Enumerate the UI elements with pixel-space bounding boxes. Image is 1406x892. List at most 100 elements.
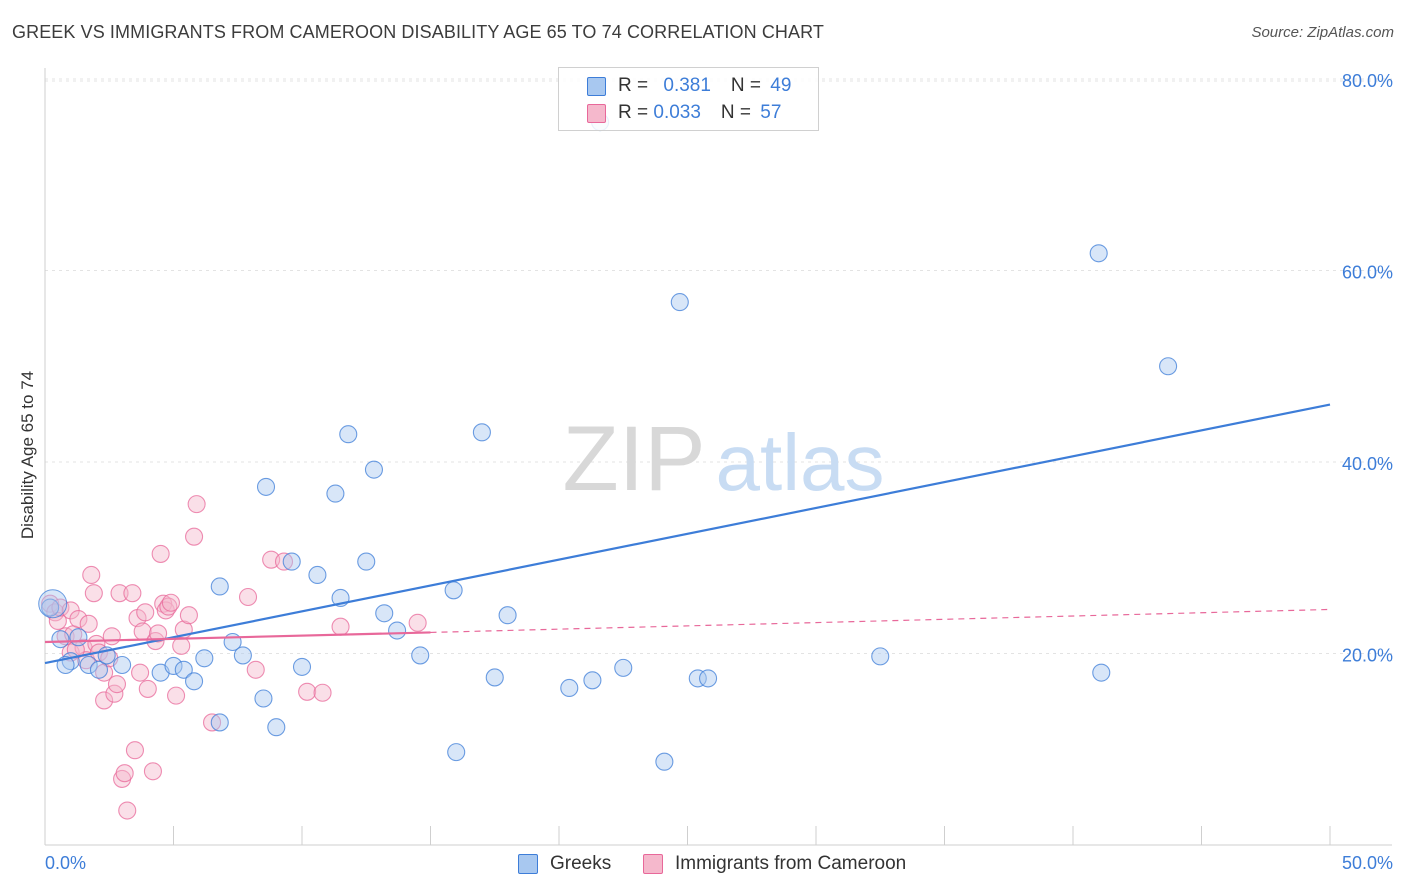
point-cameroon-53	[313, 683, 332, 702]
legend: R = 0.381 N = 49 R = 0.033 N = 57	[558, 67, 819, 131]
point-greeks-27	[388, 621, 407, 640]
y-tick-label-0: 20.0%	[1342, 646, 1393, 666]
chart-title: GREEK VS IMMIGRANTS FROM CAMEROON DISABI…	[12, 22, 824, 42]
point-greeks-31	[472, 423, 491, 442]
point-cameroon-31	[136, 603, 155, 622]
point-greeks-34	[560, 678, 579, 698]
legend-swatch-blue	[587, 76, 606, 96]
point-cameroon-47	[203, 713, 222, 732]
grid-lines	[45, 78, 1392, 654]
y-tick-label-3: 80.0%	[1342, 71, 1393, 91]
point-cameroon-16	[95, 663, 114, 682]
point-cameroon-46	[187, 495, 206, 514]
point-cameroon-45	[185, 527, 204, 546]
point-cameroon-11	[79, 614, 98, 633]
point-cameroon-12	[82, 565, 101, 585]
point-cameroon-55	[408, 613, 427, 632]
point-greeks-16	[256, 477, 276, 496]
point-greeks-17	[267, 718, 286, 737]
point-greeks-24	[357, 552, 376, 571]
point-cameroon-51	[274, 552, 294, 571]
trend-line-cameroon-extension	[430, 608, 1331, 634]
point-greeks-39	[670, 293, 689, 312]
point-greeks-29	[444, 581, 463, 600]
bottom-legend-swatch-pink	[643, 854, 663, 874]
bottom-legend-label-cameroon: Immigrants from Cameroon	[675, 853, 907, 874]
source-label: Source: ZipAtlas.com	[1251, 24, 1394, 41]
point-greeks-45	[1159, 357, 1178, 376]
point-greeks-23	[339, 425, 358, 444]
legend-row-greeks: R = 0.381 N = 49	[587, 74, 791, 98]
point-greeks-14	[233, 646, 252, 665]
point-greeks-25	[364, 460, 384, 479]
point-greeks-32	[485, 668, 504, 687]
point-greeks-3	[79, 655, 98, 675]
point-cameroon-29	[131, 663, 150, 682]
series-cameroon-points	[41, 495, 427, 820]
x-tick-label-0: 0.0%	[45, 853, 86, 873]
point-cameroon-21	[107, 675, 127, 694]
point-cameroon-13	[84, 584, 103, 603]
point-cameroon-25	[118, 801, 137, 820]
point-greeks-15	[254, 689, 273, 708]
point-greeks-19	[292, 657, 312, 676]
watermark-zip: ZIP	[562, 408, 705, 510]
point-cameroon-32	[138, 679, 157, 698]
bottom-legend-swatch-blue	[518, 854, 538, 874]
point-greeks-47	[69, 628, 88, 647]
point-greeks-12	[210, 577, 229, 596]
point-greeks-9	[185, 672, 204, 691]
point-greeks-28	[411, 646, 430, 665]
legend-n-label: N =	[720, 102, 757, 123]
y-tick-label-2: 60.0%	[1342, 263, 1393, 283]
bottom-legend-label-greeks: Greeks	[550, 853, 612, 874]
point-greeks-35	[583, 671, 602, 690]
point-greeks-30	[447, 743, 466, 762]
series-greeks-points	[38, 113, 1178, 771]
point-greeks-11	[210, 713, 229, 732]
point-greeks-cluster	[38, 589, 68, 619]
point-greeks-0	[41, 598, 60, 617]
x-tick-label-1: 50.0%	[1342, 853, 1393, 873]
point-greeks-43	[1089, 244, 1108, 263]
point-greeks-26	[375, 604, 394, 623]
point-cameroon-0	[41, 594, 60, 613]
point-cameroon-19	[102, 627, 121, 646]
tick-labels: 20.0% 40.0% 60.0% 80.0% 0.0% 50.0%	[45, 71, 1393, 873]
point-cameroon-49	[246, 660, 265, 679]
point-greeks-20	[308, 565, 327, 585]
bottom-legend-greeks: Greeks	[518, 852, 611, 876]
legend-n-value: 57	[760, 102, 782, 123]
legend-n-label: N =	[730, 75, 767, 96]
point-greeks-18	[282, 552, 301, 571]
legend-n-value: 49	[770, 75, 792, 96]
point-cameroon-52	[298, 682, 317, 701]
point-cameroon-2	[48, 611, 67, 630]
point-greeks-38	[655, 752, 674, 771]
point-cameroon-42	[172, 636, 191, 655]
point-cameroon-17	[95, 691, 114, 710]
point-cameroon-41	[167, 686, 186, 705]
point-greeks-44	[1092, 663, 1111, 682]
point-cameroon-22	[110, 584, 129, 603]
point-greeks-21	[326, 484, 345, 503]
y-tick-label-1: 40.0%	[1342, 454, 1393, 474]
point-cameroon-44	[179, 606, 198, 625]
point-greeks-7	[164, 656, 183, 675]
point-cameroon-48	[238, 587, 258, 607]
point-greeks-40	[688, 669, 707, 688]
y-axis-label: Disability Age 65 to 74	[18, 371, 37, 539]
watermark-atlas: atlas	[716, 418, 885, 507]
axes	[44, 68, 1392, 846]
legend-row-cameroon: R = 0.033 N = 57	[587, 101, 781, 125]
point-greeks-42	[871, 647, 890, 666]
legend-swatch-pink	[587, 103, 606, 123]
bottom-legend-cameroon: Immigrants from Cameroon	[643, 852, 906, 876]
trend-line-cameroon	[44, 631, 431, 644]
point-greeks-1	[51, 630, 70, 649]
point-cameroon-36	[151, 544, 170, 563]
point-greeks-8	[174, 660, 193, 679]
point-greeks-4	[89, 660, 109, 679]
trend-line-greeks	[44, 403, 1331, 665]
